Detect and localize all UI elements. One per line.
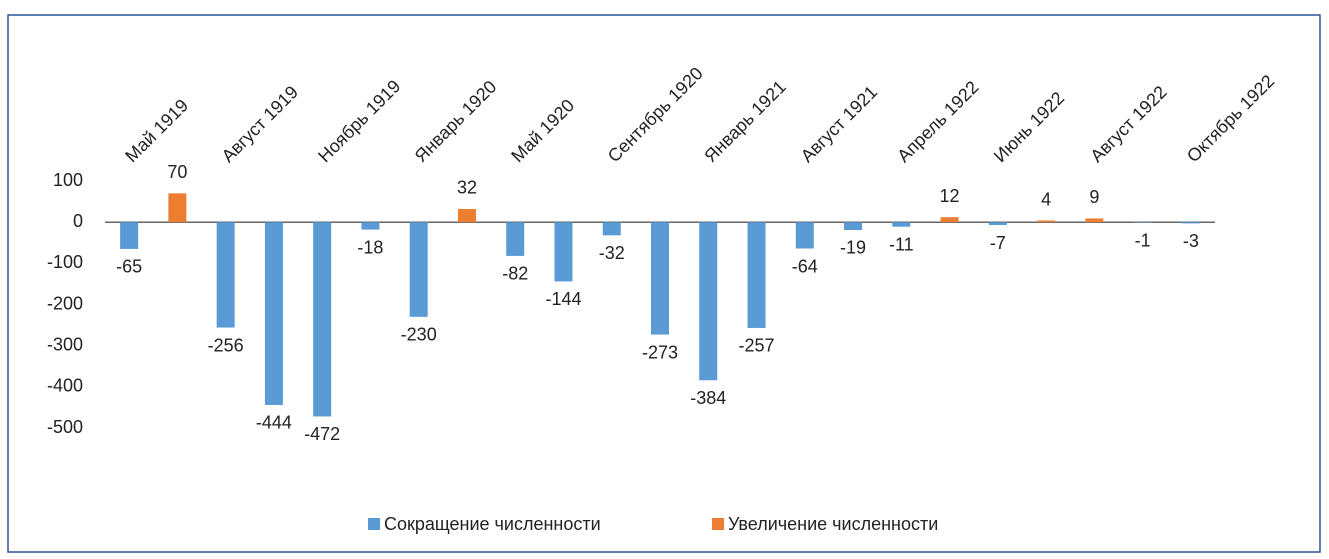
- bar: [1037, 220, 1056, 223]
- y-tick-label: -300: [47, 334, 83, 354]
- bar: [699, 222, 718, 381]
- data-label: 9: [1089, 187, 1099, 207]
- bar: [988, 222, 1007, 226]
- bar: [361, 222, 380, 230]
- data-label: -64: [792, 256, 818, 276]
- data-label: -256: [208, 335, 244, 355]
- bar: [506, 222, 525, 256]
- bar: [168, 193, 187, 223]
- legend-label: Сокращение численности: [384, 514, 601, 534]
- data-label: -273: [642, 342, 678, 362]
- bar: [409, 222, 428, 317]
- data-label: 70: [167, 162, 187, 182]
- bar: [1181, 222, 1200, 224]
- bar: [457, 208, 476, 223]
- bar: [216, 222, 235, 328]
- y-tick-label: -100: [47, 252, 83, 272]
- data-label: 32: [457, 178, 477, 198]
- y-tick-label: 100: [53, 170, 83, 190]
- data-label: -384: [690, 388, 726, 408]
- legend-label: Увеличение численности: [728, 514, 938, 534]
- data-label: -1: [1135, 230, 1151, 250]
- bar: [120, 222, 139, 249]
- bar: [844, 222, 863, 230]
- legend-swatch: [368, 518, 380, 530]
- data-label: -18: [357, 237, 383, 257]
- data-label: -472: [304, 424, 340, 444]
- data-label: -144: [545, 289, 581, 309]
- data-label: -32: [599, 243, 625, 263]
- data-label: -444: [256, 413, 292, 433]
- bar: [313, 222, 332, 417]
- bar: [602, 222, 621, 236]
- y-tick-label: -400: [47, 376, 83, 396]
- bar: [651, 222, 669, 335]
- bar: [747, 222, 766, 328]
- data-label: 4: [1041, 189, 1051, 209]
- data-label: -82: [502, 264, 528, 284]
- y-tick-label: -200: [47, 293, 83, 313]
- data-label: -230: [401, 325, 437, 345]
- y-tick-label: 0: [73, 211, 83, 231]
- data-label: 12: [940, 186, 960, 206]
- bar: [892, 222, 911, 227]
- data-label: -7: [990, 233, 1006, 253]
- data-label: -3: [1183, 231, 1199, 251]
- bar: [795, 222, 814, 249]
- y-tick-label: -500: [47, 417, 83, 437]
- data-label: -257: [739, 336, 775, 356]
- legend-swatch: [712, 518, 724, 530]
- bar: [940, 217, 959, 223]
- bar: [264, 222, 283, 405]
- bar: [1085, 218, 1104, 223]
- data-label: -65: [116, 257, 142, 277]
- data-label: -19: [840, 238, 866, 258]
- bar: [554, 222, 573, 282]
- data-label: -11: [889, 234, 914, 254]
